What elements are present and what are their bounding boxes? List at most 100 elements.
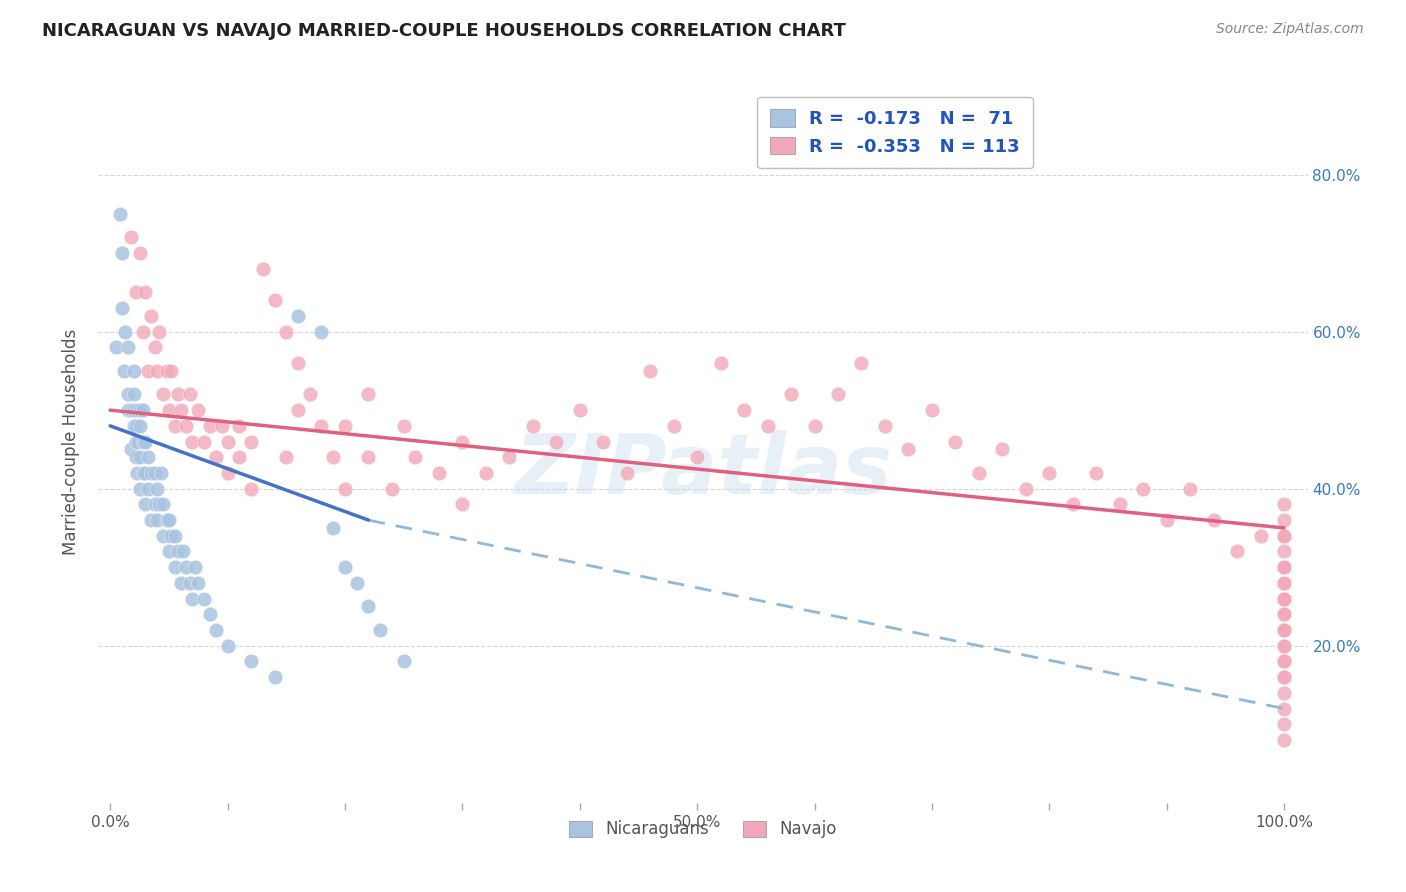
- Point: [368, 623, 391, 637]
- Point: [152, 387, 174, 401]
- Point: [1272, 513, 1295, 527]
- Point: [686, 450, 709, 465]
- Point: [1226, 544, 1249, 558]
- Point: [287, 403, 309, 417]
- Point: [125, 434, 148, 449]
- Point: [143, 497, 166, 511]
- Point: [193, 591, 215, 606]
- Point: [616, 466, 638, 480]
- Point: [125, 418, 148, 433]
- Point: [1272, 544, 1295, 558]
- Point: [1272, 670, 1295, 684]
- Point: [451, 497, 474, 511]
- Point: [991, 442, 1014, 457]
- Point: [1108, 497, 1130, 511]
- Point: [181, 434, 204, 449]
- Point: [1272, 560, 1295, 574]
- Point: [276, 325, 298, 339]
- Point: [568, 403, 591, 417]
- Point: [322, 521, 344, 535]
- Point: [187, 575, 209, 590]
- Point: [179, 387, 201, 401]
- Point: [183, 560, 205, 574]
- Point: [1272, 623, 1295, 637]
- Point: [117, 340, 139, 354]
- Point: [1272, 623, 1295, 637]
- Point: [756, 418, 779, 433]
- Point: [136, 482, 159, 496]
- Point: [287, 356, 309, 370]
- Point: [120, 442, 142, 457]
- Point: [181, 591, 204, 606]
- Point: [1156, 513, 1178, 527]
- Point: [851, 356, 873, 370]
- Point: [1272, 623, 1295, 637]
- Point: [217, 434, 239, 449]
- Point: [117, 403, 139, 417]
- Point: [148, 497, 170, 511]
- Point: [127, 466, 149, 480]
- Point: [1015, 482, 1038, 496]
- Point: [1272, 560, 1295, 574]
- Point: [1272, 607, 1295, 622]
- Point: [1272, 701, 1295, 715]
- Point: [187, 403, 209, 417]
- Point: [1272, 607, 1295, 622]
- Point: [263, 670, 285, 684]
- Point: [1132, 482, 1154, 496]
- Point: [333, 560, 356, 574]
- Point: [160, 529, 183, 543]
- Point: [204, 450, 226, 465]
- Point: [252, 261, 274, 276]
- Point: [311, 325, 333, 339]
- Point: [1272, 529, 1295, 543]
- Point: [967, 466, 990, 480]
- Point: [146, 482, 169, 496]
- Point: [155, 513, 177, 527]
- Point: [141, 309, 163, 323]
- Point: [1272, 575, 1295, 590]
- Point: [780, 387, 803, 401]
- Point: [163, 529, 186, 543]
- Point: [217, 466, 239, 480]
- Point: [1272, 717, 1295, 731]
- Point: [128, 246, 150, 260]
- Legend: Nicaraguans, Navajo: Nicaraguans, Navajo: [562, 814, 844, 845]
- Point: [193, 434, 215, 449]
- Point: [357, 387, 380, 401]
- Point: [143, 466, 166, 480]
- Point: [1272, 623, 1295, 637]
- Point: [132, 466, 155, 480]
- Point: [122, 418, 145, 433]
- Point: [217, 639, 239, 653]
- Point: [1272, 655, 1295, 669]
- Point: [1250, 529, 1272, 543]
- Point: [136, 450, 159, 465]
- Point: [122, 387, 145, 401]
- Point: [404, 450, 426, 465]
- Point: [125, 285, 148, 300]
- Point: [1272, 560, 1295, 574]
- Point: [132, 434, 155, 449]
- Point: [198, 607, 221, 622]
- Point: [179, 575, 201, 590]
- Point: [134, 285, 156, 300]
- Point: [143, 340, 166, 354]
- Point: [1272, 639, 1295, 653]
- Point: [149, 466, 172, 480]
- Point: [392, 655, 415, 669]
- Point: [157, 403, 180, 417]
- Point: [546, 434, 568, 449]
- Point: [128, 450, 150, 465]
- Point: [1272, 670, 1295, 684]
- Point: [1272, 733, 1295, 747]
- Point: [176, 560, 198, 574]
- Point: [1180, 482, 1202, 496]
- Point: [498, 450, 520, 465]
- Point: [522, 418, 544, 433]
- Point: [128, 418, 150, 433]
- Point: [276, 450, 298, 465]
- Point: [662, 418, 685, 433]
- Point: [167, 544, 190, 558]
- Point: [122, 403, 145, 417]
